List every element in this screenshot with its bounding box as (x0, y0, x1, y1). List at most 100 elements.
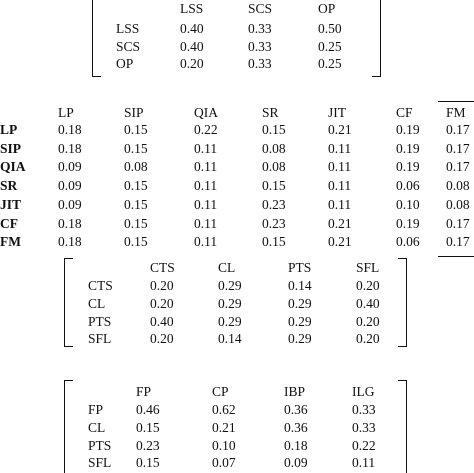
matrix-cell: 0.15 (262, 122, 286, 137)
row-label: LSS (116, 21, 140, 36)
matrix-cell: 0.08 (262, 159, 286, 175)
matrix-cell: 0.19 (396, 159, 420, 175)
matrix-cell: 0.14 (218, 331, 242, 347)
matrix-cell: 0.40 (180, 21, 204, 36)
matrix-cell: 0.18 (284, 437, 308, 453)
column-header: JIT (328, 105, 346, 120)
matrix-cell: 0.15 (124, 178, 148, 194)
matrix-cell: 0.15 (124, 140, 148, 156)
matrix-1-left-bracket (92, 0, 101, 77)
matrix-cell: 0.25 (318, 56, 342, 71)
column-header: CL (218, 260, 236, 275)
row-label: SFL (88, 455, 112, 471)
matrix-cell: 0.15 (136, 419, 160, 435)
row-label: FP (88, 402, 104, 417)
matrix-cell: 0.15 (262, 234, 286, 250)
column-header: IBP (284, 384, 306, 399)
matrix-cell: 0.11 (328, 196, 352, 212)
matrix-cell: 0.29 (288, 295, 312, 311)
row-label: LP (0, 122, 18, 137)
matrix-2-bracket-bottom (438, 256, 474, 257)
row-label: CL (88, 295, 106, 311)
matrix-cell: 0.11 (328, 178, 352, 194)
column-header: CF (396, 105, 413, 120)
matrix-cell: 0.08 (124, 159, 148, 175)
matrix-cell: 0.17 (446, 159, 470, 175)
matrix-cell: 0.22 (194, 122, 218, 137)
matrix-cell: 0.21 (328, 215, 352, 231)
matrix-cell: 0.33 (248, 56, 272, 71)
column-header: QIA (194, 105, 218, 120)
matrix-cell: 0.40 (150, 313, 174, 329)
matrix-3-left-bracket-bottom (64, 302, 73, 347)
row-label: PTS (88, 437, 112, 453)
column-header: SFL (356, 260, 380, 275)
matrix-cell: 0.19 (396, 140, 420, 156)
matrix-cell: 0.20 (150, 295, 174, 311)
matrix-cell: 0.20 (356, 278, 380, 293)
matrix-cell: 0.23 (262, 196, 286, 212)
matrix-cell: 0.33 (248, 21, 272, 36)
matrix-cell: 0.09 (58, 159, 82, 175)
column-header: LSS (180, 1, 204, 16)
matrix-cell: 0.29 (218, 295, 242, 311)
matrix-3-right-bracket-bottom (398, 302, 407, 347)
matrix-cell: 0.21 (212, 419, 236, 435)
matrix-cell: 0.36 (284, 402, 308, 417)
matrix-cell: 0.20 (356, 313, 380, 329)
column-header: CP (212, 384, 229, 399)
matrix-cell: 0.09 (284, 455, 308, 471)
column-header: OP (318, 1, 336, 16)
matrix-cell: 0.15 (124, 234, 148, 250)
matrix-cell: 0.40 (356, 295, 380, 311)
matrix-cell: 0.11 (194, 196, 218, 212)
row-label: SFL (88, 331, 112, 347)
row-label: CF (0, 215, 18, 231)
matrix-cell: 0.11 (328, 140, 352, 156)
column-header: SCS (248, 1, 273, 16)
column-header: LP (58, 105, 74, 120)
column-header: SR (262, 105, 279, 120)
matrix-2-bracket-top (438, 101, 474, 102)
column-header: CTS (150, 260, 175, 275)
matrix-cell: 0.62 (212, 402, 236, 417)
matrix-cell: 0.18 (58, 234, 82, 250)
matrix-cell: 0.33 (248, 38, 272, 54)
row-label: CL (88, 419, 106, 435)
matrix-cell: 0.11 (194, 215, 218, 231)
matrix-cell: 0.15 (124, 215, 148, 231)
matrix-cell: 0.29 (218, 278, 242, 293)
matrix-cell: 0.11 (194, 159, 218, 175)
column-header: SIP (124, 105, 144, 120)
row-label: FM (0, 234, 21, 250)
row-label: QIA (0, 159, 26, 175)
row-label: OP (116, 56, 134, 71)
matrix-cell: 0.09 (58, 178, 82, 194)
matrix-cell: 0.11 (328, 159, 352, 175)
matrix-4-left-bracket (64, 380, 73, 473)
matrix-cell: 0.17 (446, 122, 470, 137)
matrix-cell: 0.11 (194, 178, 218, 194)
matrix-cell: 0.19 (396, 215, 420, 231)
matrix-cell: 0.15 (136, 455, 160, 471)
matrix-cell: 0.19 (396, 122, 420, 137)
matrix-1-right-bracket (372, 0, 381, 77)
matrix-cell: 0.25 (318, 38, 342, 54)
matrix-cell: 0.06 (396, 178, 420, 194)
matrix-cell: 0.21 (328, 234, 352, 250)
matrix-cell: 0.08 (446, 196, 470, 212)
row-label: CTS (88, 278, 113, 293)
row-label: SIP (0, 140, 22, 156)
matrix-cell: 0.29 (288, 331, 312, 347)
matrix-cell: 0.23 (136, 437, 160, 453)
matrix-cell: 0.07 (212, 455, 236, 471)
matrix-cell: 0.20 (356, 331, 380, 347)
matrix-3-left-bracket-top (64, 258, 73, 303)
row-label: PTS (88, 313, 112, 329)
matrix-cell: 0.08 (446, 178, 470, 194)
matrix-cell: 0.17 (446, 234, 470, 250)
column-header: ILG (352, 384, 375, 399)
row-label: SCS (116, 38, 141, 54)
matrix-cell: 0.29 (288, 313, 312, 329)
matrix-cell: 0.33 (352, 402, 376, 417)
